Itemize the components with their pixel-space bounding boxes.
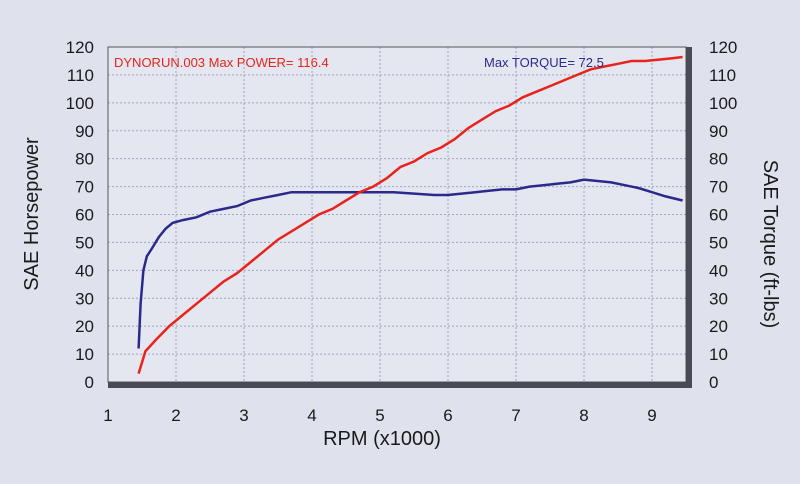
left-y-tick-label: 120 — [66, 38, 94, 57]
x-tick-label: 9 — [647, 406, 656, 425]
left-y-tick-label: 80 — [75, 150, 94, 169]
x-tick-label: 8 — [579, 406, 588, 425]
right-y-tick-label: 0 — [709, 373, 718, 392]
annotation-max-torque: Max TORQUE= 72.5 — [484, 55, 604, 70]
left-y-tick-label: 10 — [75, 345, 94, 364]
series-line-power — [137, 55, 683, 374]
left-y-axis-title: SAE Horsepower — [21, 137, 43, 291]
right-y-tick-label: 100 — [709, 94, 737, 113]
x-tick-label: 6 — [443, 406, 452, 425]
right-y-tick-label: 40 — [709, 261, 728, 280]
left-y-tick-label: 60 — [75, 206, 94, 225]
right-y-tick-label: 20 — [709, 317, 728, 336]
x-tick-labels: 1 2 3 4 5 6 7 8 9 — [103, 406, 656, 425]
x-tick-label: 2 — [171, 406, 180, 425]
right-y-tick-label: 60 — [709, 206, 728, 225]
right-y-tick-label: 120 — [709, 38, 737, 57]
x-tick-label: 5 — [375, 406, 384, 425]
left-y-tick-labels: 0 10 20 30 40 50 60 70 80 90 100 110 120 — [66, 38, 94, 392]
plot-frame-shadow-bottom — [108, 382, 692, 388]
left-y-tick-label: 110 — [67, 66, 94, 85]
left-y-tick-label: 100 — [66, 94, 94, 113]
left-y-tick-label: 70 — [75, 178, 94, 197]
right-y-tick-label: 10 — [709, 345, 728, 364]
right-y-tick-label: 90 — [709, 122, 728, 141]
left-y-tick-label: 40 — [75, 261, 94, 280]
x-tick-label: 4 — [307, 406, 316, 425]
x-tick-label: 1 — [103, 406, 112, 425]
left-y-tick-label: 50 — [75, 233, 94, 252]
plot-frame-shadow-right — [686, 47, 692, 382]
x-tick-label: 7 — [511, 406, 520, 425]
left-y-tick-label: 90 — [75, 122, 94, 141]
right-y-tick-label: 110 — [709, 66, 736, 85]
left-y-tick-label: 30 — [75, 289, 94, 308]
left-y-tick-label: 0 — [85, 373, 94, 392]
annotation-max-power: DYNORUN.003 Max POWER= 116.4 — [114, 55, 329, 70]
right-y-axis-title: SAE Torque (ft-lbs) — [759, 160, 781, 329]
x-tick-label: 3 — [239, 406, 248, 425]
right-y-tick-label: 70 — [709, 178, 728, 197]
right-y-tick-label: 30 — [709, 289, 728, 308]
right-y-tick-labels: 0 10 20 30 40 50 60 70 80 90 100 110 120 — [709, 38, 737, 392]
left-y-tick-label: 20 — [75, 317, 94, 336]
x-axis-title: RPM (x1000) — [323, 428, 441, 450]
right-y-tick-label: 80 — [709, 150, 728, 169]
right-y-tick-label: 50 — [709, 233, 728, 252]
series-line-torque — [137, 178, 683, 349]
